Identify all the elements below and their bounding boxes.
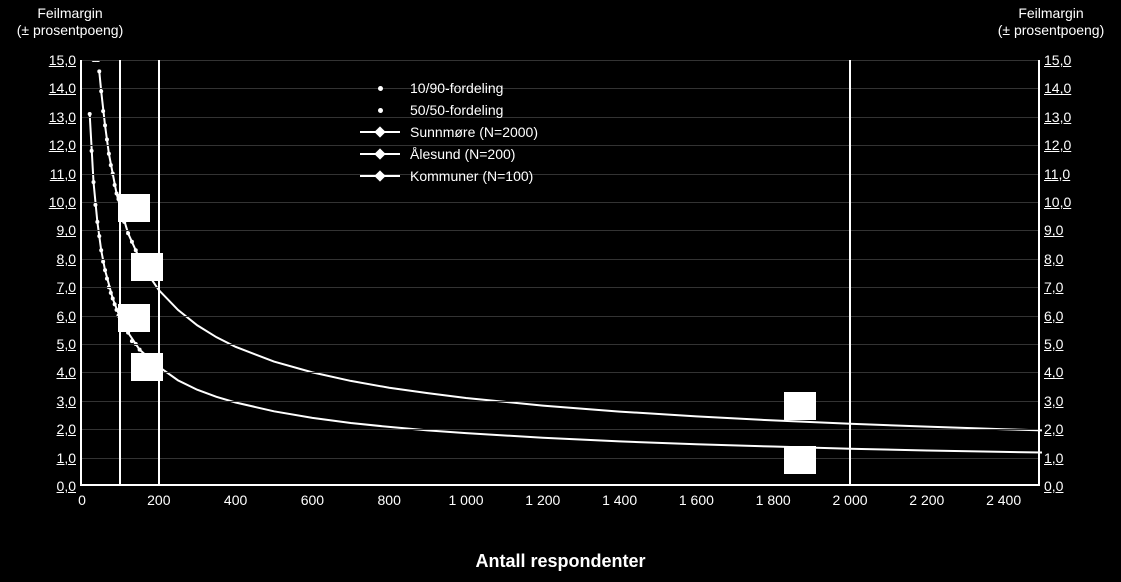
y-tick-label-right: 5,0	[1044, 336, 1063, 352]
gridline-h	[82, 174, 1038, 175]
y-tick-label-right: 7,0	[1044, 279, 1063, 295]
y-tick-label-left: 9,0	[57, 222, 76, 238]
y-tick-label-right: 9,0	[1044, 222, 1063, 238]
x-tick-label: 1 000	[448, 492, 483, 508]
gridline-h	[82, 316, 1038, 317]
legend: 10/90-fordeling 50/50-fordeling Sunnmøre (…	[360, 80, 538, 190]
legend-line-icon	[360, 147, 400, 161]
legend-dot-icon	[360, 81, 400, 95]
y-tick-label-right: 0,0	[1044, 478, 1063, 494]
y-tick-label-left: 8,0	[57, 251, 76, 267]
y-tick-label-left: 14,0	[49, 80, 76, 96]
gridline-h	[82, 344, 1038, 345]
plot-area: 0,00,01,01,02,02,03,03,04,04,05,05,06,06…	[80, 60, 1040, 486]
chart-container: Feilmargin (± prosentpoeng) Feilmargin (…	[0, 0, 1121, 582]
gridline-h	[82, 88, 1038, 89]
y-axis-title-right-line1: Feilmargin	[1018, 5, 1083, 21]
y-tick-label-right: 6,0	[1044, 308, 1063, 324]
y-tick-label-left: 7,0	[57, 279, 76, 295]
x-tick-label: 2 200	[909, 492, 944, 508]
x-tick-label: 0	[78, 492, 86, 508]
gridline-h	[82, 60, 1038, 61]
marker-box	[784, 446, 816, 474]
reference-vline	[119, 60, 121, 484]
gridline-h	[82, 230, 1038, 231]
x-tick-label: 1 600	[679, 492, 714, 508]
legend-item: 50/50-fordeling	[360, 102, 538, 118]
marker-box	[131, 353, 163, 381]
y-tick-label-left: 12,0	[49, 137, 76, 153]
y-axis-title-left-line2: (± prosentpoeng)	[17, 22, 124, 38]
y-tick-label-right: 14,0	[1044, 80, 1071, 96]
legend-line-icon	[360, 125, 400, 139]
marker-box	[131, 253, 163, 281]
legend-dot-icon	[360, 103, 400, 117]
y-tick-label-right: 8,0	[1044, 251, 1063, 267]
y-tick-label-left: 13,0	[49, 109, 76, 125]
series-5050-line	[99, 71, 1042, 430]
x-tick-label: 400	[224, 492, 247, 508]
x-tick-label: 200	[147, 492, 170, 508]
gridline-h	[82, 287, 1038, 288]
legend-label: 50/50-fordeling	[410, 102, 503, 118]
y-tick-label-right: 13,0	[1044, 109, 1071, 125]
gridline-h	[82, 429, 1038, 430]
marker-box	[784, 392, 816, 420]
x-tick-label: 2 000	[832, 492, 867, 508]
y-tick-label-left: 15,0	[49, 52, 76, 68]
legend-label: Ålesund (N=200)	[410, 146, 515, 162]
marker-box	[118, 194, 150, 222]
y-axis-title-left: Feilmargin (± prosentpoeng)	[15, 5, 125, 39]
x-tick-label: 600	[301, 492, 324, 508]
x-axis-title: Antall respondenter	[475, 551, 645, 572]
y-tick-label-right: 1,0	[1044, 450, 1063, 466]
y-tick-label-right: 4,0	[1044, 364, 1063, 380]
y-tick-label-left: 1,0	[57, 450, 76, 466]
x-tick-label: 2 400	[986, 492, 1021, 508]
y-tick-label-right: 10,0	[1044, 194, 1071, 210]
gridline-h	[82, 145, 1038, 146]
legend-line-icon	[360, 169, 400, 183]
y-tick-label-left: 5,0	[57, 336, 76, 352]
gridline-h	[82, 202, 1038, 203]
y-tick-label-left: 3,0	[57, 393, 76, 409]
x-tick-label: 1 400	[602, 492, 637, 508]
gridline-h	[82, 401, 1038, 402]
gridline-h	[82, 372, 1038, 373]
y-tick-label-right: 12,0	[1044, 137, 1071, 153]
plot-svg	[82, 60, 1042, 486]
x-tick-label: 800	[378, 492, 401, 508]
y-tick-label-left: 11,0	[50, 166, 76, 182]
gridline-h	[82, 458, 1038, 459]
y-axis-title-right: Feilmargin (± prosentpoeng)	[996, 5, 1106, 39]
marker-box	[118, 304, 150, 332]
y-tick-label-left: 4,0	[57, 364, 76, 380]
y-tick-label-left: 0,0	[57, 478, 76, 494]
x-tick-label: 1 200	[525, 492, 560, 508]
legend-item: Kommuner (N=100)	[360, 168, 538, 184]
y-tick-label-left: 6,0	[57, 308, 76, 324]
y-axis-title-left-line1: Feilmargin	[37, 5, 102, 21]
y-tick-label-left: 10,0	[49, 194, 76, 210]
legend-label: Kommuner (N=100)	[410, 168, 533, 184]
reference-vline	[849, 60, 851, 484]
legend-label: Sunnmøre (N=2000)	[410, 124, 538, 140]
legend-label: 10/90-fordeling	[410, 80, 503, 96]
legend-item: 10/90-fordeling	[360, 80, 538, 96]
y-axis-title-right-line2: (± prosentpoeng)	[998, 22, 1105, 38]
gridline-h	[82, 259, 1038, 260]
y-tick-label-left: 2,0	[57, 421, 76, 437]
y-tick-label-right: 11,0	[1044, 166, 1070, 182]
gridline-h	[82, 117, 1038, 118]
x-tick-label: 1 800	[756, 492, 791, 508]
y-tick-label-right: 3,0	[1044, 393, 1063, 409]
legend-item: Sunnmøre (N=2000)	[360, 124, 538, 140]
legend-item: Ålesund (N=200)	[360, 146, 538, 162]
y-tick-label-right: 2,0	[1044, 421, 1063, 437]
y-tick-label-right: 15,0	[1044, 52, 1071, 68]
